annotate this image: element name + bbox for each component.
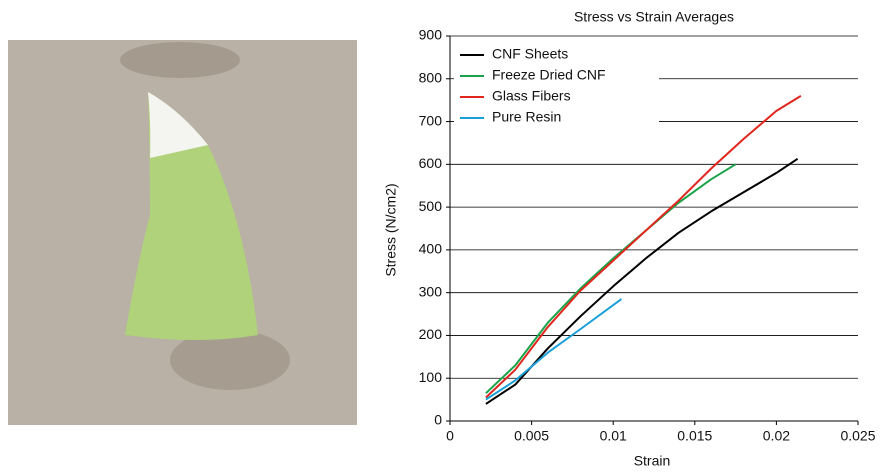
y-tick-label: 0	[434, 412, 442, 428]
y-tick-label: 300	[419, 283, 443, 299]
y-tick-label: 700	[419, 112, 443, 128]
legend-label: Freeze Dried CNF	[492, 67, 606, 83]
photo-stain	[120, 42, 240, 78]
x-tick-label: 0.02	[763, 428, 790, 444]
x-tick-label: 0.025	[840, 428, 875, 444]
y-tick-label: 600	[419, 155, 443, 171]
x-tick-label: 0.015	[677, 428, 712, 444]
specimen-photo	[8, 40, 357, 425]
legend-label: CNF Sheets	[492, 46, 568, 62]
figure: Stress vs Strain Averages Strain Stress …	[0, 0, 891, 470]
line-series	[486, 299, 622, 400]
x-tick-label: 0	[446, 428, 454, 444]
y-tick-label: 200	[419, 326, 443, 342]
legend-label: Glass Fibers	[492, 88, 571, 104]
page: {"chart_data": {"type": "line", "title":…	[0, 0, 891, 475]
y-tick-label: 900	[419, 27, 443, 43]
y-tick-label: 500	[419, 198, 443, 214]
x-axis-label: Strain	[634, 453, 671, 469]
y-tick-label: 400	[419, 241, 443, 257]
line-series	[486, 159, 798, 404]
x-tick-label: 0.01	[600, 428, 627, 444]
y-tick-label: 100	[419, 369, 443, 385]
y-tick-label: 800	[419, 69, 443, 85]
line-series	[486, 96, 801, 398]
x-tick-label: 0.005	[514, 428, 549, 444]
y-axis-label: Stress (N/cm2)	[383, 183, 399, 276]
legend-label: Pure Resin	[492, 109, 561, 125]
chart-title: Stress vs Strain Averages	[574, 9, 734, 25]
